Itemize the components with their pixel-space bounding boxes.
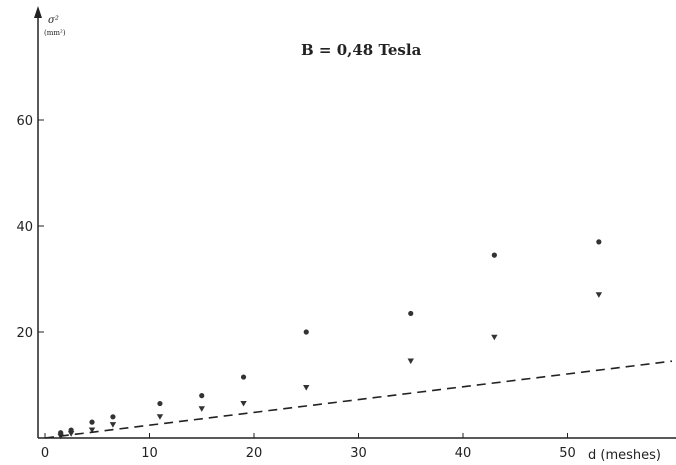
data-point-triangle — [303, 385, 310, 391]
y-tick-label: 20 — [16, 326, 33, 341]
data-point-circle — [89, 419, 95, 425]
x-tick-label: 30 — [350, 446, 367, 461]
x-tick-label: 10 — [141, 446, 158, 461]
data-point-triangle — [67, 431, 75, 437]
y-tick-label: 40 — [16, 220, 33, 235]
y-tick-label: 60 — [16, 114, 33, 129]
data-point-circle — [303, 329, 309, 335]
data-point-circle — [157, 400, 163, 407]
series-layer — [44, 239, 673, 440]
x-tick-label: 0 — [41, 446, 49, 461]
x-axis-label: d (meshes) — [588, 448, 661, 463]
data-point-circle — [110, 414, 116, 420]
data-point-triangle — [407, 358, 414, 365]
y-axis-label-unit: (mm²) — [44, 29, 66, 37]
data-point-triangle — [240, 400, 247, 407]
y-axis-arrow-icon — [34, 6, 42, 18]
data-point-triangle — [156, 414, 164, 420]
data-point-circle — [199, 393, 205, 399]
axes — [34, 6, 676, 439]
y-axis-label: σ² (mm²) — [44, 15, 66, 37]
chart-title: B = 0,48 Tesla — [301, 41, 422, 59]
data-point-triangle — [595, 292, 603, 298]
x-ticks: 0 10 20 30 40 50 — [41, 433, 576, 461]
y-ticks: 20 40 60 — [16, 114, 44, 341]
data-point-triangle — [109, 422, 117, 428]
x-tick-label: 20 — [246, 446, 263, 461]
reference-dashed-line — [44, 360, 673, 439]
data-point-circle — [596, 239, 602, 245]
data-point-circle — [408, 310, 414, 317]
data-point-circle — [240, 374, 247, 380]
data-point-triangle — [198, 406, 205, 412]
y-axis-label-symbol: σ² — [48, 15, 59, 26]
x-tick-label: 40 — [455, 446, 472, 461]
data-point-circle — [491, 252, 497, 258]
x-tick-label: 50 — [559, 446, 576, 461]
data-point-triangle — [88, 427, 96, 434]
data-point-triangle — [491, 334, 498, 341]
